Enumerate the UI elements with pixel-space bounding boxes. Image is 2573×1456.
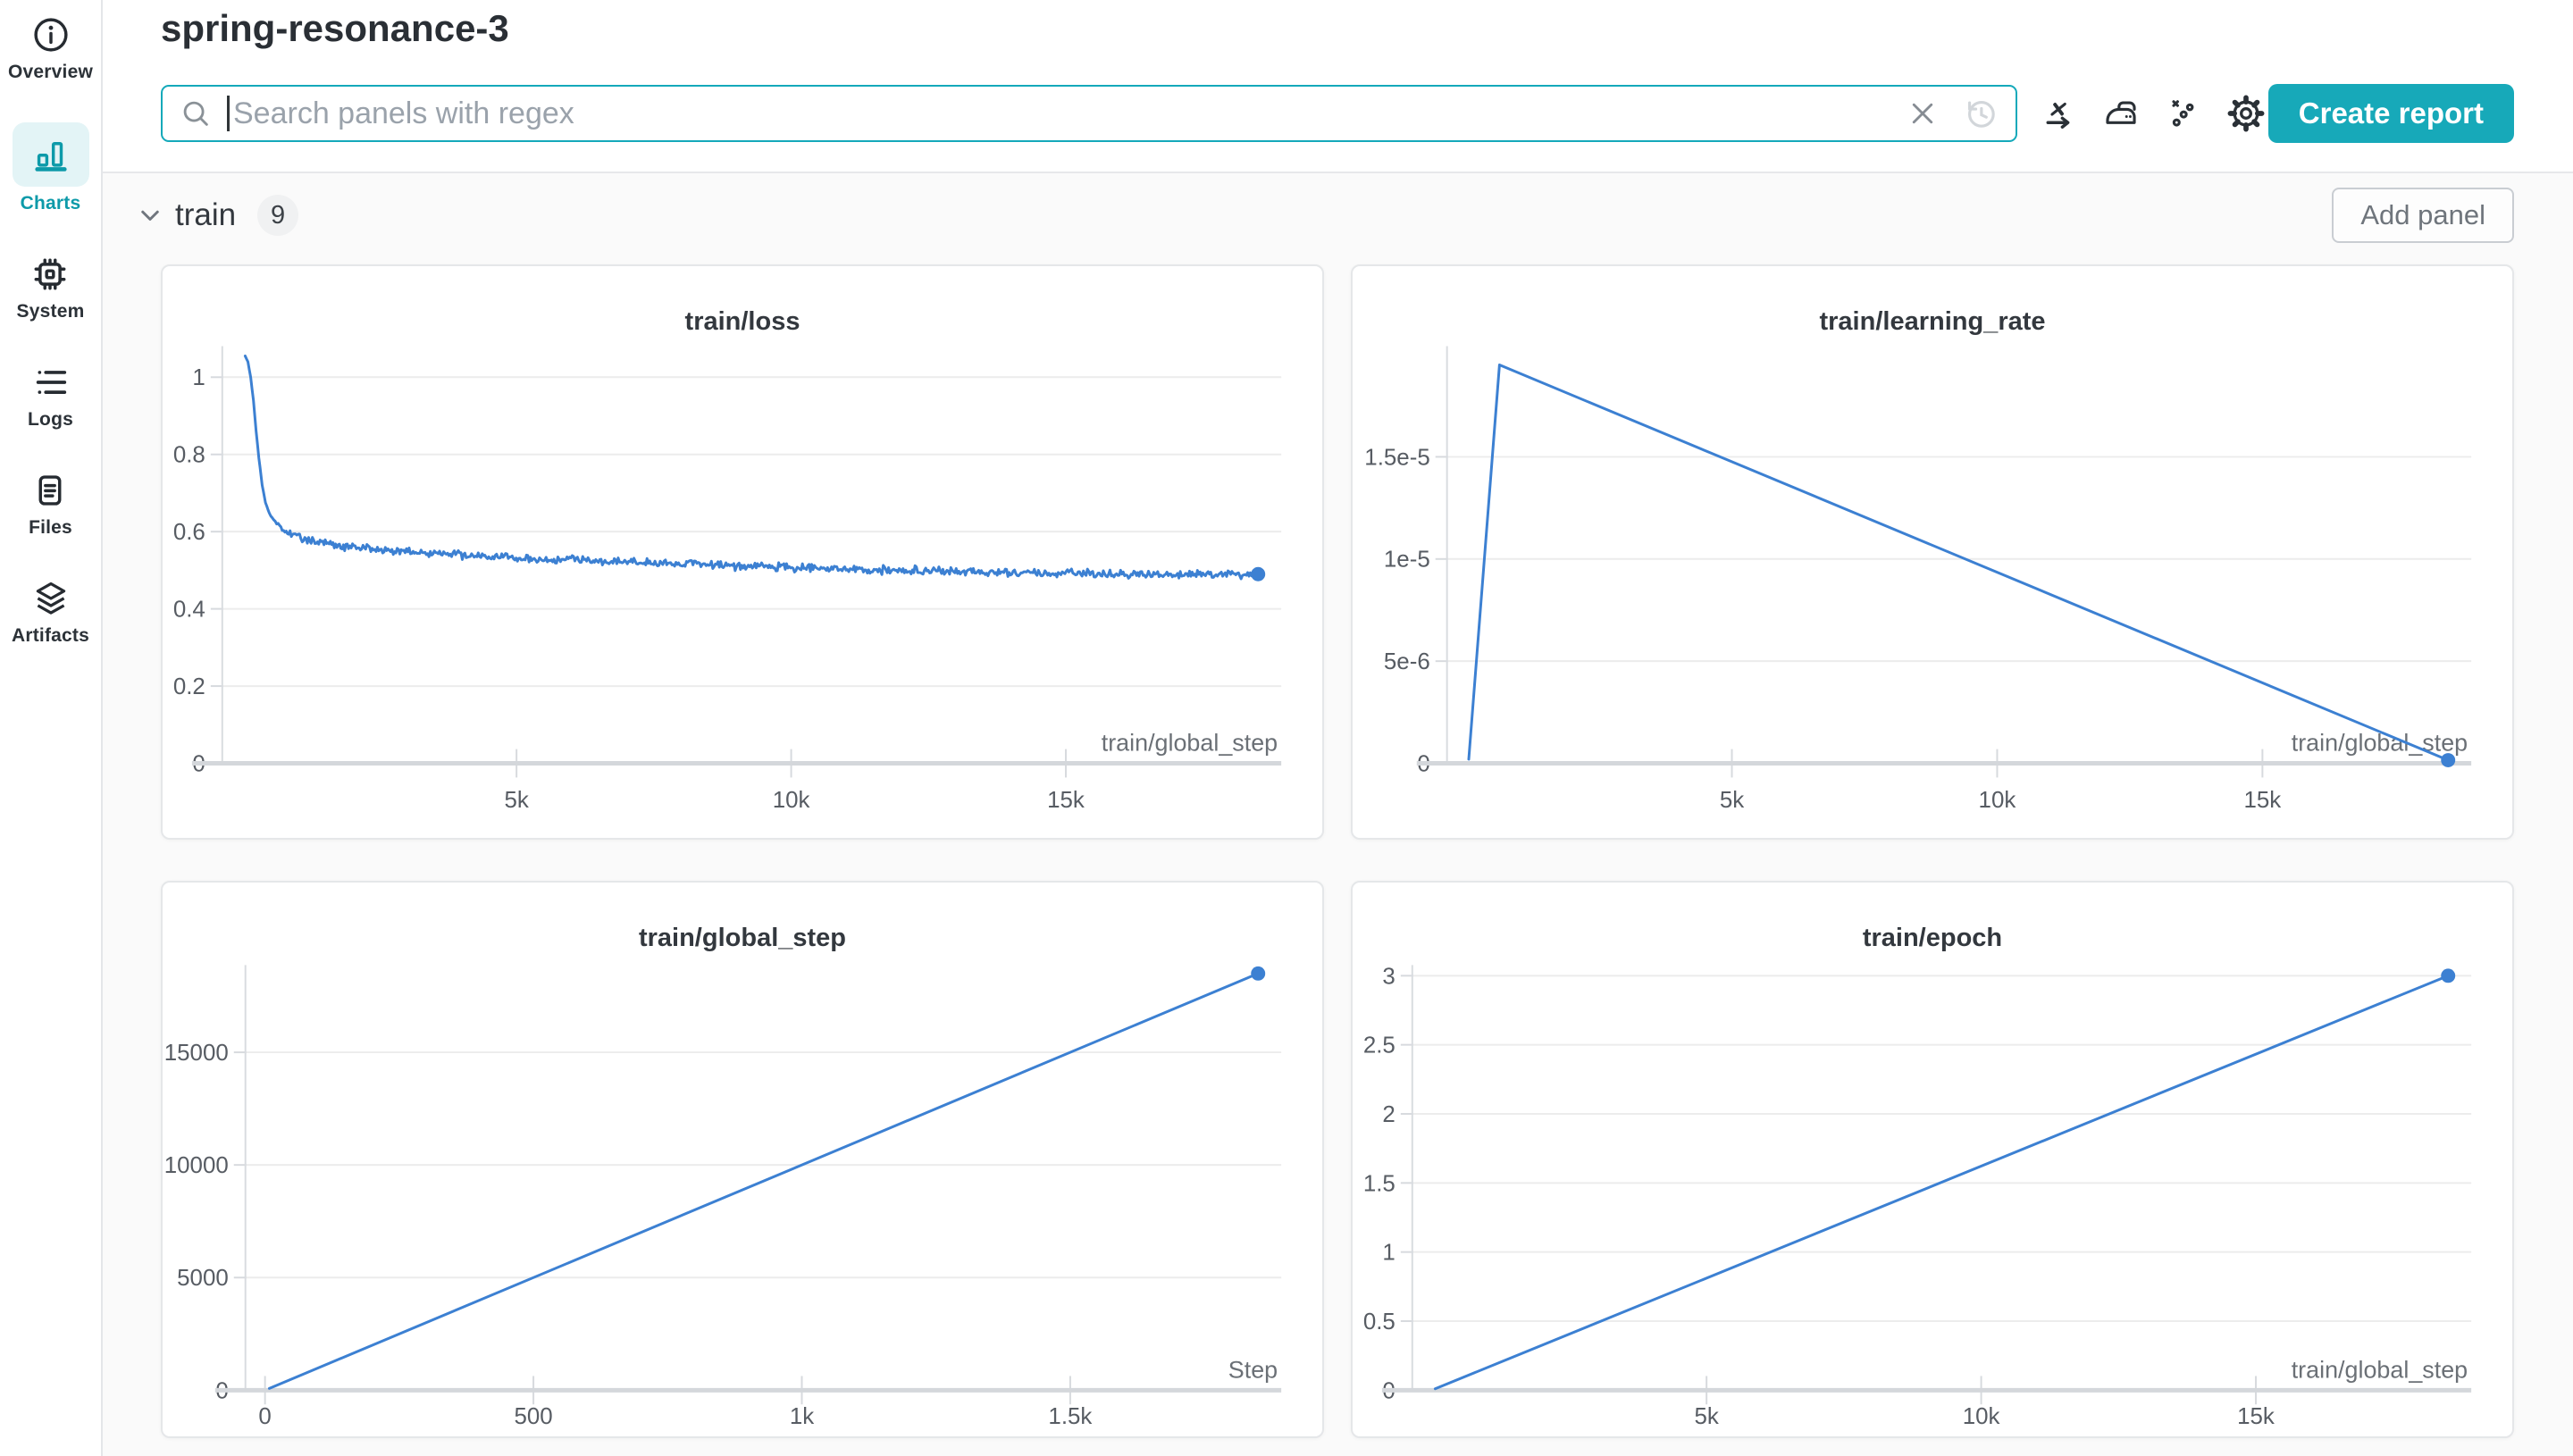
svg-text:0.6: 0.6: [173, 520, 205, 545]
sidebar-item-system[interactable]: System: [17, 254, 85, 322]
panels-toolbar: Create report: [161, 84, 2514, 143]
panel-train-epoch[interactable]: train/epoch 00.511.522.535k10k15ktrain/g…: [1351, 881, 2514, 1438]
svg-text:0: 0: [258, 1404, 271, 1429]
svg-text:train/global_step: train/global_step: [1102, 730, 1278, 757]
chevron-down-icon[interactable]: [134, 199, 166, 231]
layers-icon: [30, 578, 71, 619]
clear-icon[interactable]: [1907, 97, 1939, 130]
sidebar-item-label: Charts: [20, 193, 81, 213]
sidebar-item-label: Artifacts: [12, 625, 89, 646]
sidebar-item-charts[interactable]: Charts: [12, 122, 89, 214]
chart-title: train/epoch: [1862, 924, 2003, 952]
add-panel-button[interactable]: Add panel: [2332, 188, 2514, 243]
panel-train-learning-rate[interactable]: train/learning_rate 05e-61e-51.5e-55k10k…: [1351, 264, 2514, 840]
gear-icon[interactable]: [2225, 92, 2267, 135]
scatter-points-icon[interactable]: [2162, 92, 2205, 135]
svg-text:0.5: 0.5: [1363, 1310, 1395, 1335]
svg-text:15k: 15k: [1047, 788, 1085, 813]
svg-text:5k: 5k: [504, 788, 528, 813]
section-header-train: train 9 Add panel: [134, 186, 2514, 245]
svg-text:1.5: 1.5: [1363, 1171, 1395, 1196]
svg-text:0.8: 0.8: [173, 443, 205, 468]
svg-text:5k: 5k: [1720, 788, 1744, 813]
svg-text:10k: 10k: [1979, 788, 2016, 813]
svg-text:15k: 15k: [2237, 1404, 2275, 1429]
svg-text:5e-6: 5e-6: [1384, 649, 1430, 674]
section-name[interactable]: train: [175, 197, 237, 232]
sidebar: Overview Charts System: [0, 0, 103, 1456]
chart-title: train/global_step: [638, 924, 847, 952]
svg-text:500: 500: [514, 1404, 552, 1429]
sidebar-item-label: Logs: [28, 409, 73, 430]
iron-icon[interactable]: [2099, 92, 2142, 135]
panel-train-loss[interactable]: train/loss 00.20.40.60.815k10k15ktrain/g…: [161, 264, 1324, 840]
sidebar-item-files[interactable]: Files: [29, 470, 72, 539]
sidebar-item-label: Files: [29, 517, 72, 538]
info-icon: [30, 14, 71, 55]
svg-text:2.5: 2.5: [1363, 1033, 1395, 1059]
svg-text:10k: 10k: [773, 788, 810, 813]
svg-text:1.5e-5: 1.5e-5: [1364, 445, 1429, 470]
svg-text:train/global_step: train/global_step: [2292, 730, 2468, 757]
sidebar-item-logs[interactable]: Logs: [28, 362, 73, 431]
chart-title: train/learning_rate: [1819, 307, 2046, 336]
create-report-button[interactable]: Create report: [2267, 84, 2514, 143]
svg-text:3: 3: [1382, 964, 1395, 989]
list-icon: [30, 362, 71, 403]
document-icon: [29, 470, 71, 511]
panels-content: train 9 Add panel train/loss 0 0.2 0.4 0.6 0…: [103, 173, 2573, 1456]
sidebar-item-artifacts[interactable]: Artifacts: [12, 578, 89, 647]
panel-count-badge: 9: [257, 195, 299, 236]
svg-text:1e-5: 1e-5: [1384, 548, 1430, 573]
svg-text:15k: 15k: [2243, 788, 2281, 813]
svg-text:1.5k: 1.5k: [1048, 1404, 1092, 1429]
svg-text:Step: Step: [1228, 1356, 1278, 1383]
svg-text:10k: 10k: [1963, 1404, 2000, 1429]
svg-text:1: 1: [1382, 1241, 1395, 1266]
svg-text:1: 1: [192, 365, 205, 390]
svg-text:2: 2: [1382, 1102, 1395, 1127]
run-title: spring-resonance-3: [161, 7, 509, 49]
text-caret: [227, 96, 230, 131]
sidebar-item-overview[interactable]: Overview: [8, 14, 93, 83]
main-area: spring-resonance-3: [103, 0, 2573, 1456]
svg-text:train/global_step: train/global_step: [2292, 1356, 2468, 1383]
search-input[interactable]: [230, 87, 1907, 140]
sidebar-item-label: Overview: [8, 62, 93, 82]
header-divider: [103, 172, 2573, 173]
sidebar-item-label: System: [16, 301, 85, 322]
search-icon: [183, 101, 208, 126]
panel-search-box[interactable]: [161, 85, 2017, 142]
panel-train-global-step[interactable]: train/global_step 05000100001500005001k1…: [161, 881, 1324, 1438]
panel-grid: train/loss 00.20.40.60.815k10k15ktrain/g…: [161, 264, 2514, 1438]
x-axis-icon[interactable]: [2037, 92, 2080, 135]
history-icon: [1968, 101, 1995, 128]
svg-text:5000: 5000: [177, 1266, 229, 1291]
bar-chart-icon: [12, 122, 89, 187]
svg-text:0.2: 0.2: [173, 674, 205, 699]
svg-text:10000: 10000: [164, 1153, 229, 1178]
chart-title: train/loss: [684, 307, 800, 336]
svg-text:1k: 1k: [790, 1404, 814, 1429]
cpu-chip-icon: [29, 254, 71, 295]
svg-text:5k: 5k: [1694, 1404, 1718, 1429]
svg-text:15000: 15000: [164, 1041, 229, 1066]
svg-text:0.4: 0.4: [173, 598, 205, 623]
